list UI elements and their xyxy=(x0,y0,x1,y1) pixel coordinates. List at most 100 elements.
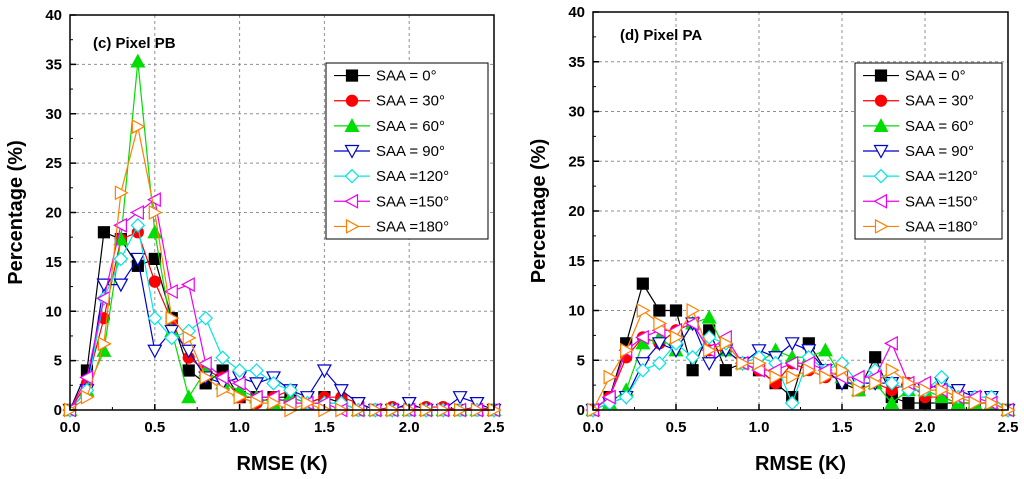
y-tick-label: 10 xyxy=(45,303,62,320)
data-point xyxy=(147,310,163,326)
y-tick-label: 40 xyxy=(45,7,62,24)
data-point xyxy=(819,369,834,385)
data-point xyxy=(130,53,146,68)
data-point xyxy=(182,364,195,377)
legend-marker xyxy=(344,144,360,159)
data-point xyxy=(267,395,282,411)
legend-item: SAA = 30° xyxy=(334,93,445,110)
data-point xyxy=(918,382,933,398)
legend-label: SAA = 90° xyxy=(376,143,445,160)
legend-marker xyxy=(344,193,359,209)
data-point xyxy=(869,351,882,364)
y-tick-label: 25 xyxy=(45,155,62,172)
data-point xyxy=(669,304,683,317)
legend-item: SAA =180° xyxy=(334,218,449,235)
legend-item: SAA = 90° xyxy=(863,143,974,160)
y-tick-label: 40 xyxy=(568,4,585,21)
legend-marker xyxy=(873,144,889,159)
legend-marker xyxy=(873,193,888,209)
data-point xyxy=(653,315,668,331)
data-point xyxy=(685,349,700,365)
x-tick-label: 1.5 xyxy=(832,419,853,436)
data-point xyxy=(130,204,144,221)
data-point xyxy=(952,389,966,405)
legend-marker xyxy=(874,69,888,82)
data-point xyxy=(652,355,667,371)
data-point xyxy=(164,330,180,346)
legend-item: SAA = 60° xyxy=(863,118,974,135)
legend-item: SAA = 30° xyxy=(863,93,974,110)
data-point xyxy=(935,382,950,398)
data-point xyxy=(884,395,900,410)
legend-item: SAA =150° xyxy=(334,193,449,210)
y-tick-label: 35 xyxy=(45,56,62,73)
legend: SAA = 0° SAA = 30° SAA = 60° SAA = 90° SAA =… xyxy=(854,62,1003,240)
data-point xyxy=(934,369,949,385)
data-point xyxy=(635,329,649,345)
data-point xyxy=(869,375,883,391)
data-point xyxy=(752,355,767,371)
data-point xyxy=(97,226,111,239)
data-point xyxy=(653,304,666,317)
legend-label: SAA = 30° xyxy=(376,93,445,110)
legend-marker xyxy=(873,168,889,184)
data-point xyxy=(148,204,163,221)
legend-label: SAA =180° xyxy=(905,218,978,235)
y-tick-label: 10 xyxy=(568,303,585,320)
data-point xyxy=(198,310,214,326)
legend-marker xyxy=(344,118,360,132)
x-tick-label: 2.0 xyxy=(399,419,420,436)
legend-item: SAA = 0° xyxy=(334,68,437,85)
data-point xyxy=(802,362,817,378)
data-point xyxy=(79,369,94,385)
legend-marker xyxy=(874,218,889,234)
data-point xyxy=(601,389,616,405)
data-point xyxy=(719,335,734,351)
data-point xyxy=(902,375,917,391)
legend-item: SAA =120° xyxy=(863,168,978,185)
legend-label: SAA = 30° xyxy=(905,93,974,110)
y-tick-label: 30 xyxy=(45,106,62,123)
data-point xyxy=(884,335,898,351)
data-point xyxy=(635,362,651,378)
data-point xyxy=(215,350,230,366)
legend-label: SAA = 90° xyxy=(905,143,974,160)
data-point xyxy=(885,362,900,378)
data-point xyxy=(701,309,717,324)
data-point xyxy=(147,192,161,208)
y-tick-label: 0 xyxy=(54,402,62,419)
legend-item: SAA = 60° xyxy=(334,118,445,135)
legend-label: SAA = 60° xyxy=(376,118,445,135)
data-point xyxy=(719,364,732,377)
data-point xyxy=(197,356,212,372)
data-point xyxy=(231,375,246,391)
data-point xyxy=(148,252,161,266)
legend-marker xyxy=(344,168,360,184)
panel-title: (d) Pixel PA xyxy=(620,27,702,44)
y-tick-label: 0 xyxy=(577,402,585,419)
data-point xyxy=(266,375,281,391)
data-point xyxy=(283,382,298,398)
data-point xyxy=(686,302,701,319)
legend-label: SAA =150° xyxy=(376,193,449,210)
y-tick-label: 20 xyxy=(568,203,585,220)
data-point xyxy=(180,277,195,293)
y-tick-label: 15 xyxy=(45,254,62,271)
legend-marker xyxy=(874,94,888,107)
chart-panel-2: 0.0 0.5 1.0 1.5 2.0 2.5 0 5 10 15 20 25 30 35 40 RMSE (… xyxy=(528,4,1018,475)
data-point xyxy=(181,344,197,359)
x-tick-label: 0.5 xyxy=(666,419,687,436)
data-point xyxy=(786,369,800,385)
data-point xyxy=(199,369,214,385)
y-tick-label: 35 xyxy=(568,54,585,71)
data-point xyxy=(784,337,800,352)
data-point xyxy=(686,364,699,377)
data-point xyxy=(130,217,146,233)
data-point xyxy=(232,363,247,378)
y-tick-label: 25 xyxy=(568,153,585,170)
data-point xyxy=(452,391,468,405)
x-tick-label: 1.0 xyxy=(749,419,770,436)
data-point xyxy=(852,382,867,398)
data-point xyxy=(131,119,146,135)
x-tick-label: 2.5 xyxy=(484,419,505,436)
